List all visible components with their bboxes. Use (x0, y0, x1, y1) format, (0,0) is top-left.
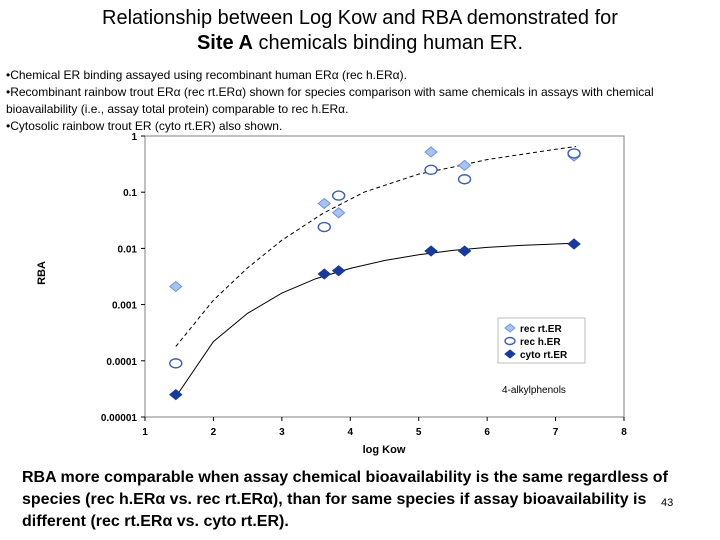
y-tick-label: 1 (131, 132, 137, 143)
point-cyto-rt-er (331, 265, 346, 277)
point-rec-rt-er (317, 197, 332, 210)
chart-legend: rec rt.ER rec h.ER cyto rt.ER (497, 317, 586, 364)
title-line-2-rest: chemicals binding human ER. (252, 32, 524, 54)
x-tick-label: 5 (416, 427, 422, 438)
bullet-list: •Chemical ER binding assayed using recom… (6, 67, 714, 135)
point-rec-h-er (331, 190, 346, 201)
x-tick-label: 1 (142, 427, 148, 438)
legend-label-rec-h-er: rec h.ER (520, 337, 561, 348)
point-rec-rt-er (169, 280, 183, 293)
point-rec-rt-er (457, 159, 472, 172)
point-rec-h-er (169, 358, 183, 369)
point-cyto-rt-er (457, 245, 472, 257)
x-tick-label: 2 (211, 427, 217, 438)
x-tick-label: 6 (484, 427, 490, 438)
chart-axes: 1 0.1 0.01 0.001 0.0001 0.00001 1 2 3 4 5 6 7 8 (101, 132, 627, 438)
y-tick-label: 0.0001 (106, 357, 137, 368)
chart-annotation: 4-alkylphenols (502, 385, 566, 396)
fit-lines (175, 146, 577, 393)
point-cyto-rt-er (567, 238, 581, 250)
slide-title: Relationship between Log Kow and RBA dem… (0, 6, 720, 56)
point-cyto-rt-er (424, 245, 438, 257)
x-tick-label: 7 (553, 427, 559, 438)
title-line-2: Site A chemicals binding human ER. (0, 31, 720, 56)
bullet-item: •Cytosolic rainbow trout ER (cyto rt.ER)… (6, 119, 283, 133)
y-tick-label: 0.001 (112, 301, 137, 312)
y-axis-label: RBA (36, 261, 48, 285)
y-tick-label: 0.1 (123, 188, 137, 199)
point-rec-h-er (457, 174, 472, 185)
point-rec-rt-er (424, 146, 438, 158)
legend-marker-cyto-rt-er (504, 349, 516, 359)
point-rec-h-er (317, 221, 331, 233)
bullet-item: •Recombinant rainbow trout ERα (rec rt.E… (6, 85, 654, 116)
bullet-item: •Chemical ER binding assayed using recom… (6, 68, 407, 82)
plot-frame (144, 135, 625, 418)
point-cyto-rt-er (169, 388, 183, 401)
legend-marker-rec-rt-er (504, 323, 516, 333)
legend-marker-rec-h-er (504, 336, 516, 346)
x-tick-label: 4 (348, 427, 354, 438)
x-tick-label: 8 (621, 427, 627, 438)
slide-number: 43 (661, 497, 674, 509)
footer-text: RBA more comparable when assay chemical … (22, 469, 668, 530)
fit-line-cyto-rt-er (178, 242, 577, 393)
y-tick-label: 0.00001 (101, 413, 138, 424)
point-rec-rt-er (331, 207, 346, 219)
fit-line-rec-rt-er (175, 146, 577, 347)
point-rec-h-er (567, 148, 581, 159)
title-line-1: Relationship between Log Kow and RBA dem… (102, 7, 618, 29)
point-cyto-rt-er (317, 268, 332, 280)
title-site-label: Site A (196, 32, 253, 54)
point-rec-h-er (424, 164, 438, 176)
footer-note: RBA more comparable when assay chemical … (22, 467, 712, 533)
x-axis-label: log Kow (363, 444, 406, 456)
y-tick-label: 0.01 (118, 244, 138, 255)
legend-label-rec-rt-er: rec rt.ER (520, 324, 562, 335)
x-tick-label: 3 (279, 427, 285, 438)
data-points (169, 146, 581, 401)
legend-label-cyto-rt-er: cyto rt.ER (520, 350, 568, 361)
